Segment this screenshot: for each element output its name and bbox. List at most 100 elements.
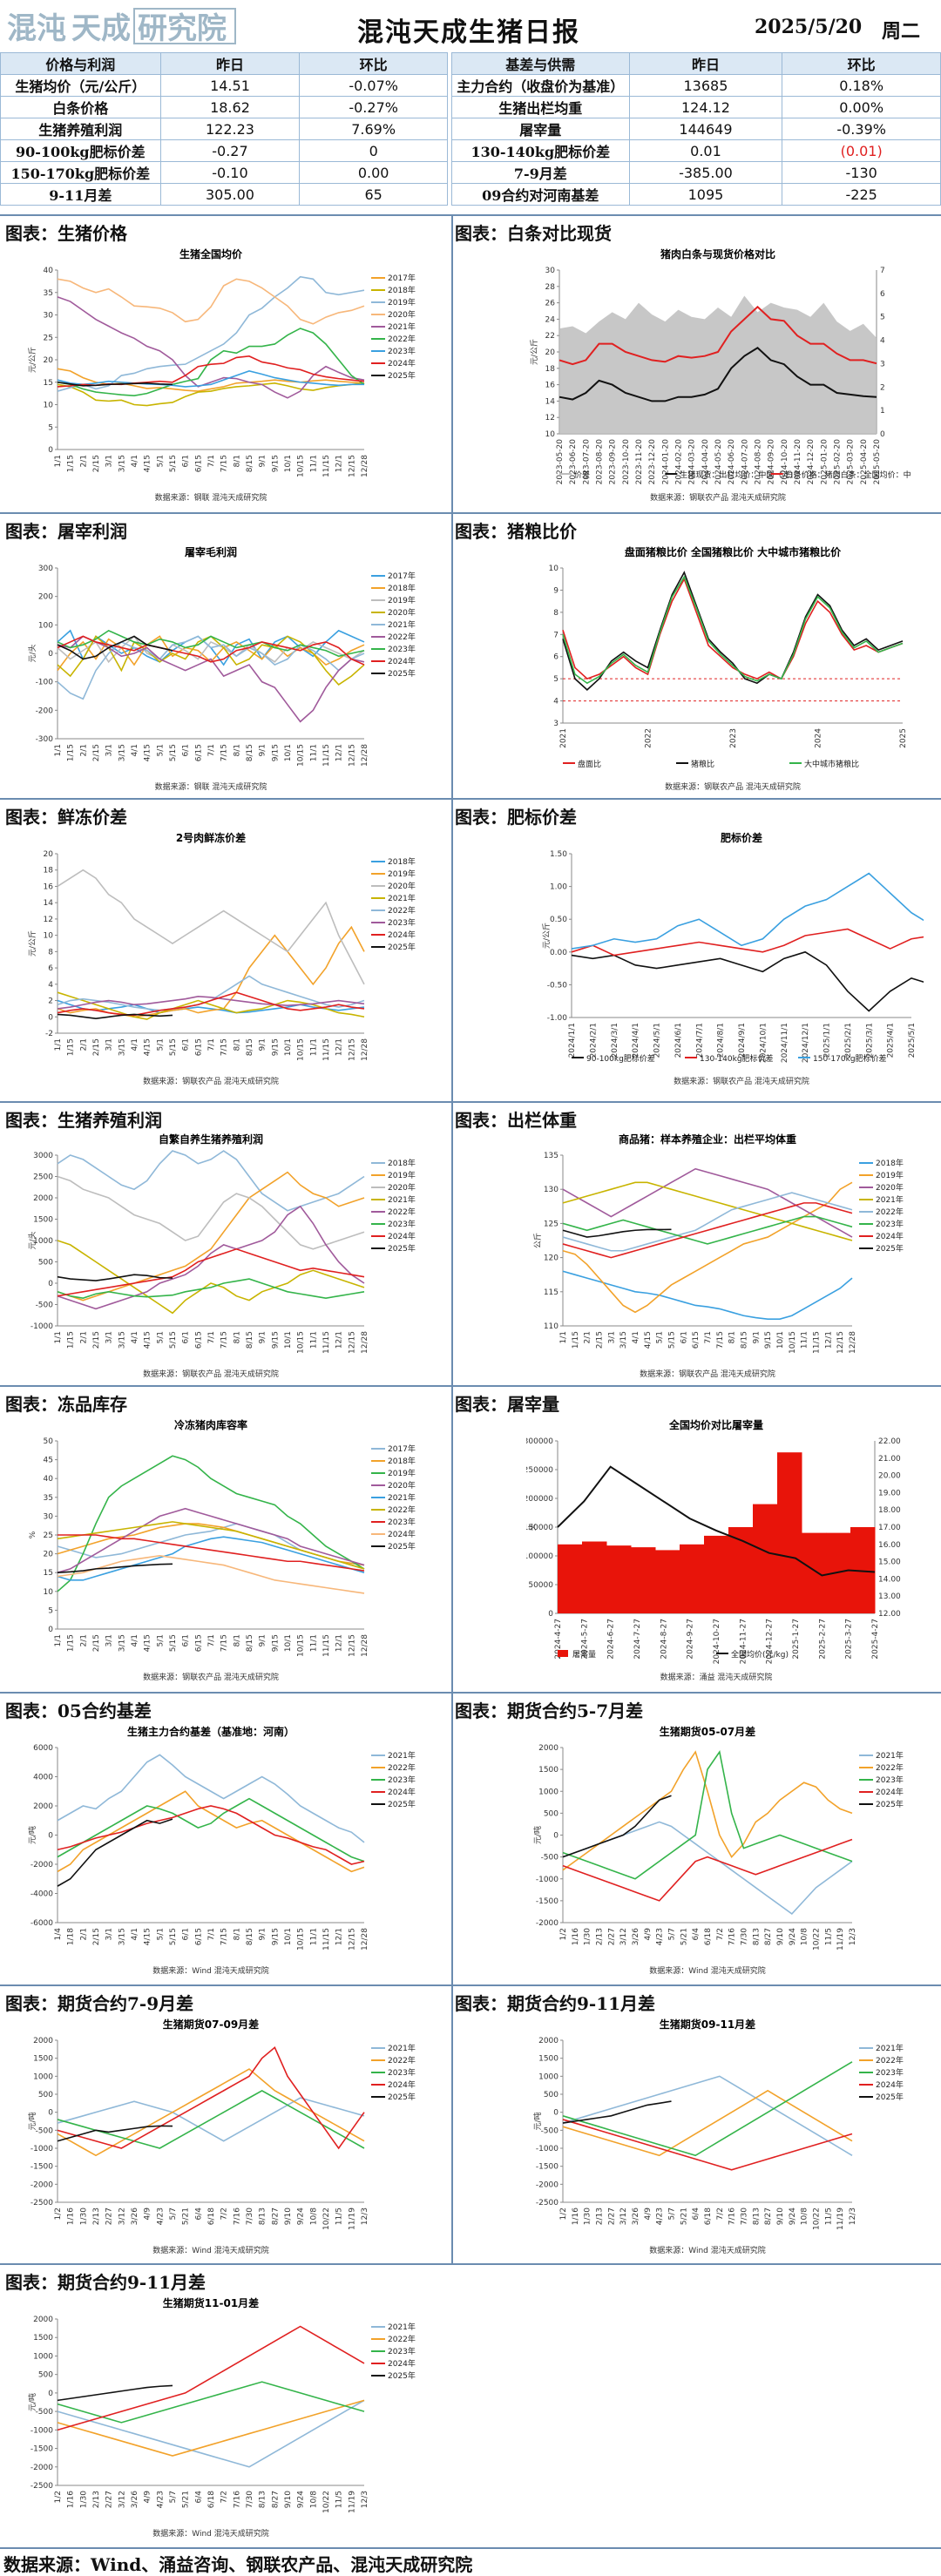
metric-name: 主力合约（收盘价为基准） — [451, 74, 630, 97]
x-tick-label: 10/22 — [322, 2491, 331, 2513]
y-axis-label: % — [29, 1531, 37, 1538]
y-tick-label: 30 — [44, 312, 54, 321]
x-tick-label: 6/18 — [207, 2491, 216, 2508]
legend-label: 2023年 — [388, 1219, 416, 1229]
x-tick-label: 12/1 — [335, 1928, 344, 1945]
y-tick-label: 1500 — [33, 1216, 53, 1225]
bar — [802, 1532, 827, 1613]
section-title-left: 图表：期货合约9-11月差 — [5, 2272, 206, 2293]
series-line — [57, 2399, 365, 2457]
y-tick-label: 3000 — [33, 1152, 53, 1160]
series-line — [562, 2061, 853, 2157]
chart-9-11-spread: 生猪期货09-11月差 2000 1500 1000 500 0 -500 -1000 -150… — [531, 2016, 915, 2260]
x-tick-label: 11/15 — [322, 1038, 331, 1061]
legend-label: 130-140kg肥标价差 — [700, 1053, 774, 1064]
x-tick-label: 2025/3/1 — [865, 1023, 874, 1058]
y-tick-label: 25 — [44, 1531, 53, 1540]
series-line — [562, 571, 904, 691]
x-tick-label: 5/1 — [156, 1331, 165, 1343]
x-tick-label: 2024-01-20 — [661, 439, 670, 485]
legend-label: 2017年 — [388, 571, 416, 581]
y-tick-label: 12 — [545, 414, 555, 423]
legend-label: 2018年 — [388, 583, 416, 593]
series-line — [571, 950, 924, 1012]
x-tick-label: 10/8 — [309, 2208, 318, 2225]
y-tick-label: 135 — [544, 1152, 559, 1160]
series-line — [57, 1754, 365, 1843]
legend-label: 2021年 — [876, 1750, 904, 1761]
legend-label: 2018年 — [388, 856, 416, 867]
x-tick-label: 2/1 — [79, 455, 88, 467]
legend-label: 2025年 — [876, 1799, 904, 1809]
x-tick-label: 1/1 — [559, 1331, 568, 1343]
x-tick-label: 2025 — [899, 728, 908, 748]
x-tick-label: 2024/1/1 — [568, 1023, 577, 1058]
series-line — [562, 2100, 672, 2124]
x-tick-label: 4/1 — [131, 1928, 139, 1940]
series-line — [559, 305, 877, 366]
report-title: 混沌天成生猪日报 — [357, 17, 580, 48]
x-tick-label: 12/15 — [348, 1331, 356, 1354]
section-title-left: 图表：05合约基差 — [5, 1700, 152, 1721]
x-tick-label: 2/1 — [79, 1928, 88, 1940]
metric-name: 150-170kg肥标价差 — [0, 161, 161, 184]
chart-title: 生猪期货11-01月差 — [163, 2296, 259, 2309]
legend-label: 猪粮比 — [691, 759, 714, 769]
y-tick-label: -1500 — [536, 2163, 559, 2172]
series-line — [57, 635, 173, 660]
x-tick-label: 5/21 — [182, 2491, 191, 2508]
chart-05-basis: 生猪主力合约基差（基准地：河南） 6000 4000 2000 0 -2000 -4000 -… — [26, 1723, 427, 1980]
series-line — [562, 2089, 853, 2157]
series-line — [57, 1175, 365, 1250]
y-tick-label: 0 — [548, 1610, 553, 1619]
metric-change: 65 — [299, 183, 448, 206]
y2-tick-label: 20.00 — [878, 1472, 901, 1481]
x-tick-label: 11/15 — [813, 1331, 822, 1354]
chart-source: 数据来源：钢联农产品 混沌天成研究院 — [143, 1672, 279, 1682]
series-line — [57, 275, 365, 392]
x-tick-label: 2/15 — [92, 1331, 101, 1349]
legend-label: 2022年 — [388, 2334, 416, 2344]
legend-label: 2024年 — [388, 2358, 416, 2369]
x-tick-label: 11/19 — [836, 2208, 845, 2230]
y-tick-label: 0 — [48, 1832, 53, 1841]
x-tick-label: 12/15 — [348, 744, 356, 767]
y-tick-label: 1500 — [33, 2055, 53, 2064]
x-tick-label: 2025/4/1 — [887, 1023, 896, 1058]
legend-label: 白条价格：猪肉白条：全国均价：中国（元） — [786, 470, 911, 480]
metric-value: 0.01 — [628, 139, 783, 162]
x-tick-label: 11/5 — [335, 2208, 344, 2225]
series-line — [57, 1455, 365, 1592]
x-tick-label: 11/19 — [348, 2208, 356, 2230]
y2-tick-label: 19.00 — [878, 1489, 901, 1498]
y-tick-label: -2000 — [536, 1919, 559, 1928]
legend-label: 2023年 — [388, 2346, 416, 2356]
x-tick-label: 6/1 — [680, 1331, 688, 1343]
y-tick-label: 0 — [553, 1832, 559, 1841]
x-tick-label: 5/15 — [169, 1928, 178, 1945]
legend-label: 2025年 — [388, 2092, 416, 2102]
x-tick-label: 10/1 — [284, 1331, 293, 1349]
legend-label: 2021年 — [876, 2043, 904, 2053]
y-tick-label: -1000 — [30, 2426, 53, 2435]
x-tick-label: 3/26 — [131, 2491, 139, 2508]
x-tick-label: 2023-08-20 — [596, 439, 605, 485]
x-tick-label: 7/1 — [207, 744, 216, 756]
y2-tick-label: 4 — [880, 337, 885, 346]
x-tick-label: 2024 — [815, 728, 823, 748]
x-tick-label: 9/15 — [271, 1634, 280, 1652]
x-tick-label: 2023-06-20 — [569, 439, 578, 485]
x-tick-label: 2025-01-20 — [820, 439, 829, 485]
series-line — [57, 1507, 365, 1573]
x-tick-label: 2/15 — [596, 1331, 605, 1349]
x-tick-label: 4/9 — [644, 2208, 653, 2221]
x-tick-label: 8/1 — [233, 1331, 241, 1343]
x-tick-label: 2025/2/1 — [844, 1023, 853, 1058]
x-tick-label: 11/15 — [322, 1634, 331, 1657]
x-tick-label: 6/1 — [182, 1038, 191, 1051]
series-line — [57, 1554, 365, 1594]
series-line — [57, 629, 365, 658]
x-tick-label: 3/15 — [118, 1038, 126, 1056]
x-tick-label: 8/1 — [233, 455, 241, 467]
series-line — [562, 1795, 672, 1858]
